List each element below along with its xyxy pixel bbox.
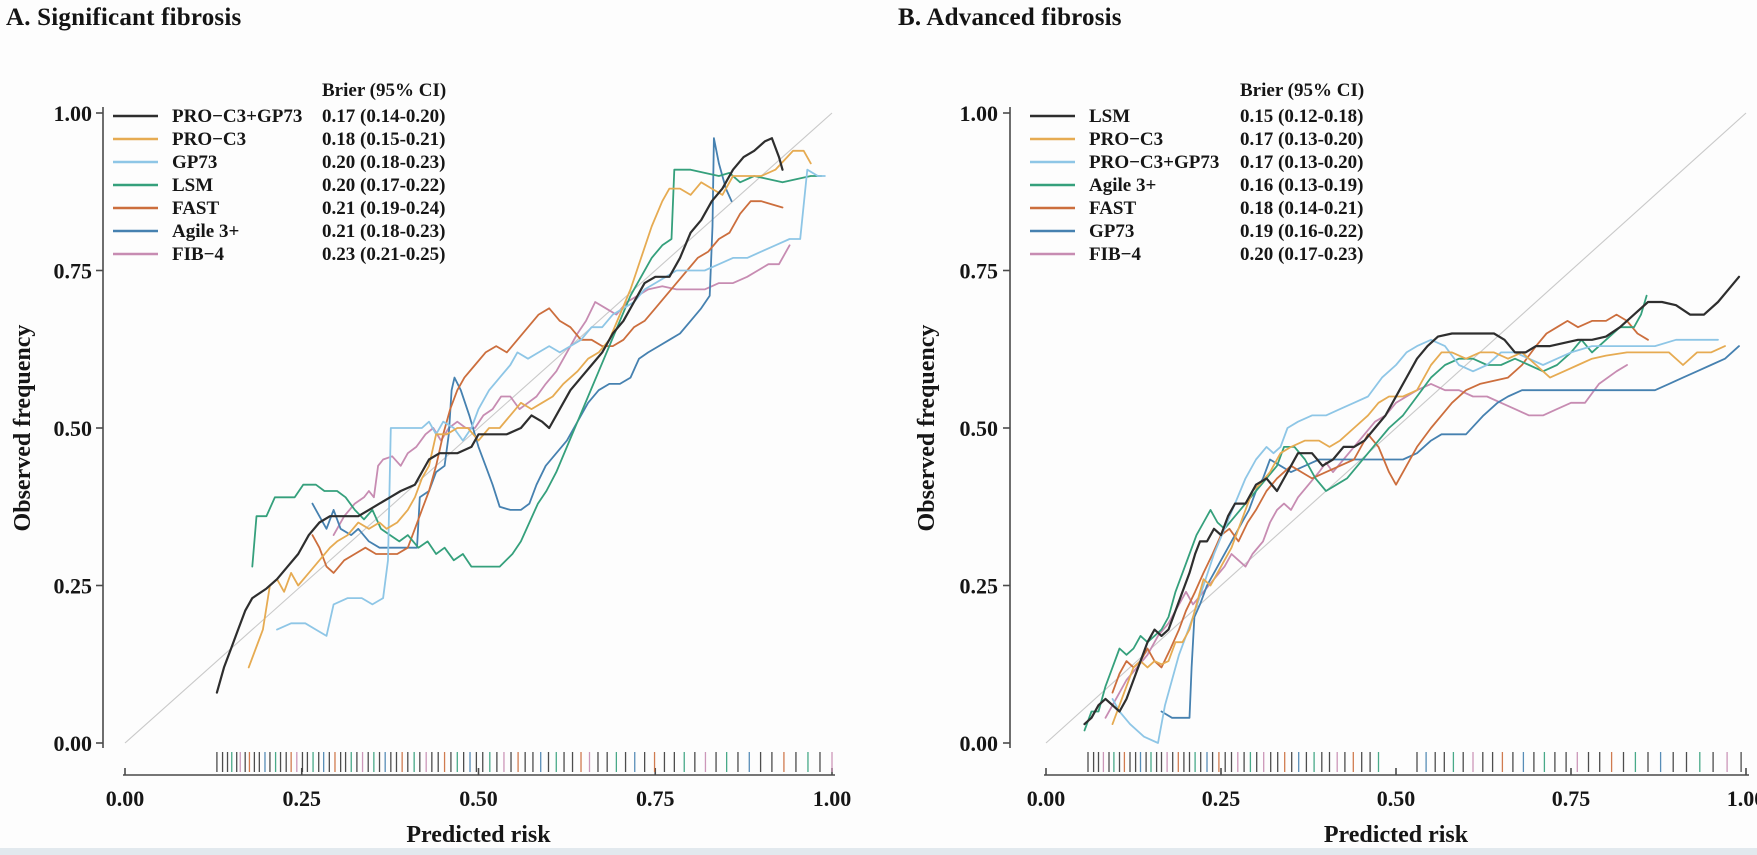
curve-fib-4 (1104, 364, 1628, 719)
y-tick-label: 0.50 (960, 416, 999, 441)
y-tick-label: 0.75 (960, 259, 999, 284)
legend-brier-value: 0.21 (0.18-0.23) (322, 221, 445, 242)
x-tick-label: 0.75 (1552, 786, 1591, 811)
reference-diagonal (124, 112, 833, 744)
y-tick-label: 1.00 (960, 101, 999, 126)
curve-agile-3- (1083, 294, 1648, 732)
y-axis-title: Observed frequency (914, 325, 940, 532)
curve-lsm (1083, 275, 1741, 726)
legend-brier-value: 0.20 (0.17-0.22) (322, 175, 445, 196)
legend-brier-value: 0.18 (0.15-0.21) (322, 129, 445, 150)
curve-fast (311, 200, 784, 574)
legend-brier-value: 0.21 (0.19-0.24) (322, 198, 445, 219)
legend-label: PRO−C3+GP73 (1089, 152, 1219, 173)
x-tick-label: 0.25 (1202, 786, 1241, 811)
legend-brier-value: 0.18 (0.14-0.21) (1240, 198, 1363, 219)
curve-gp73 (276, 168, 826, 637)
x-tick-label: 0.00 (106, 786, 145, 811)
legend-brier-value: 0.17 (0.13-0.20) (1240, 129, 1363, 150)
x-axis-title: Predicted risk (1324, 822, 1469, 848)
y-tick-label: 0.50 (54, 416, 93, 441)
legend-header: Brier (95% CI) (1240, 80, 1364, 101)
rug-marks (216, 752, 833, 772)
curve-gp73 (1160, 345, 1740, 719)
legend-brier-value: 0.15 (0.12-0.18) (1240, 106, 1363, 127)
calibration-plot-significant-fibrosis: 0.00 0.25 0.50 0.75 1.00 Observed frequency 0.… (10, 80, 852, 848)
legend: Brier (95% CI) LSM 0.15 (0.12-0.18) PRO−C3 0… (1030, 80, 1364, 265)
legend-header: Brier (95% CI) (322, 80, 446, 101)
x-tick-label: 0.50 (459, 786, 498, 811)
legend-brier-value: 0.20 (0.17-0.23) (1240, 244, 1363, 265)
legend-brier-value: 0.23 (0.21-0.25) (322, 244, 445, 265)
reference-diagonal (1045, 112, 1747, 744)
legend-label: LSM (172, 175, 213, 196)
rug-marks (1087, 752, 1742, 772)
x-axis-title: Predicted risk (406, 822, 551, 848)
panel-a-title: A. Significant fibrosis (6, 4, 242, 31)
legend-label: FIB−4 (1089, 244, 1141, 265)
legend: Brier (95% CI) PRO−C3+GP73 0.17 (0.14-0.20… (113, 80, 446, 265)
curve-fast (1111, 313, 1649, 694)
curve-lsm (251, 168, 823, 568)
y-tick-label: 0.00 (54, 731, 93, 756)
y-tick-label: 0.25 (960, 574, 999, 599)
legend-label: PRO−C3+GP73 (172, 106, 302, 127)
panel-b-title: B. Advanced fibrosis (898, 4, 1122, 31)
y-tick-label: 0.75 (54, 259, 93, 284)
legend-label: FAST (172, 198, 219, 219)
calibration-plot-advanced-fibrosis: 0.00 0.25 0.50 0.75 1.00 Observed frequency 0.… (914, 80, 1757, 848)
x-tick-label: 0.75 (636, 786, 675, 811)
x-tick-label: 1.00 (1727, 786, 1757, 811)
legend-label: FIB−4 (172, 244, 224, 265)
legend-label: PRO−C3 (1089, 129, 1163, 150)
curve-pro-c3 (1111, 345, 1726, 725)
y-tick-label: 0.00 (960, 731, 999, 756)
curve-fib-4 (332, 244, 791, 536)
legend-label: FAST (1089, 198, 1136, 219)
legend-brier-value: 0.17 (0.14-0.20) (322, 106, 445, 127)
y-axis-title: Observed frequency (10, 325, 36, 532)
curve-agile-3- (311, 137, 733, 549)
y-tick-label: 0.25 (54, 574, 93, 599)
legend-label: Agile 3+ (1089, 175, 1156, 196)
x-tick-label: 0.25 (283, 786, 322, 811)
legend-label: Agile 3+ (172, 221, 239, 242)
bottom-edge-strip (0, 848, 1757, 855)
legend-label: GP73 (1089, 221, 1134, 242)
curve-pro-c3 (247, 149, 812, 669)
y-tick-label: 1.00 (54, 101, 93, 126)
legend-label: GP73 (172, 152, 217, 173)
legend-label: PRO−C3 (172, 129, 246, 150)
x-tick-label: 0.00 (1027, 786, 1066, 811)
legend-label: LSM (1089, 106, 1130, 127)
x-tick-label: 1.00 (813, 786, 852, 811)
x-tick-label: 0.50 (1377, 786, 1416, 811)
legend-brier-value: 0.20 (0.18-0.23) (322, 152, 445, 173)
legend-brier-value: 0.16 (0.13-0.19) (1240, 175, 1363, 196)
legend-brier-value: 0.19 (0.16-0.22) (1240, 221, 1363, 242)
curve-pro-c3-gp73 (215, 137, 784, 694)
legend-brier-value: 0.17 (0.13-0.20) (1240, 152, 1363, 173)
